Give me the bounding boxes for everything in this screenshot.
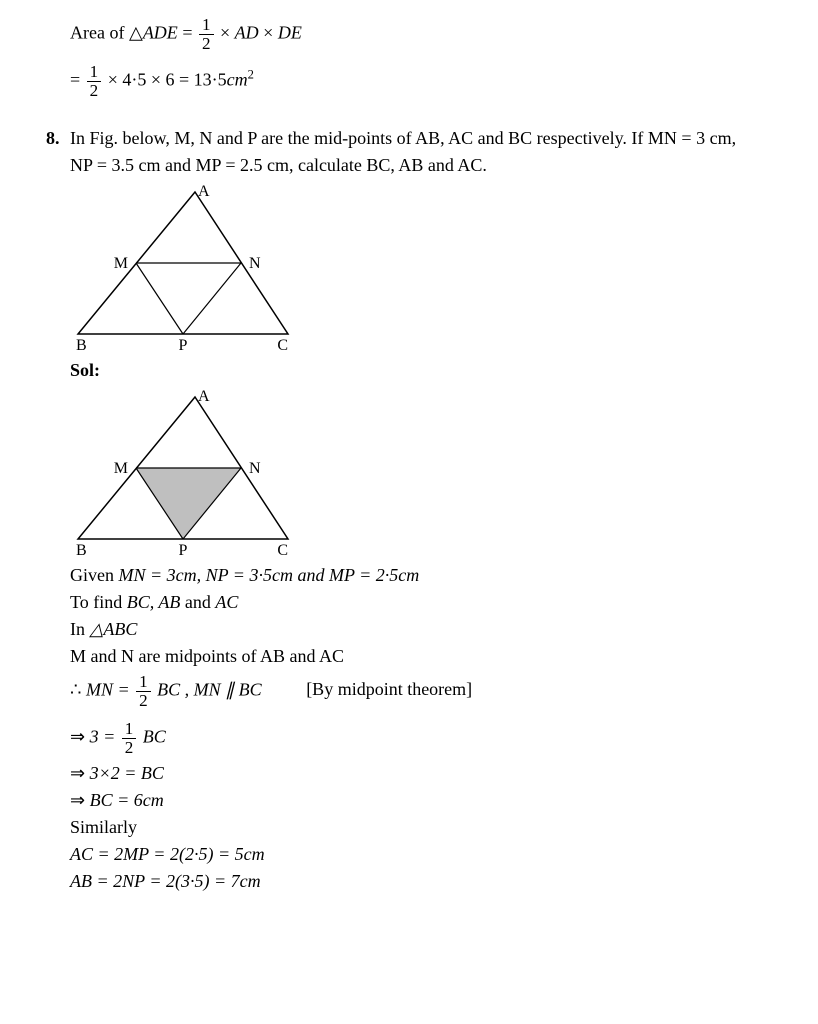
- svg-text:C: C: [277, 337, 288, 354]
- text: Area of: [70, 23, 129, 43]
- ade: ADE: [143, 23, 178, 43]
- svg-text:M: M: [114, 255, 128, 272]
- result: 13·5: [194, 69, 227, 89]
- svg-text:N: N: [249, 255, 261, 272]
- num: 1: [199, 16, 214, 35]
- question-text-line2: NP = 3.5 cm and MP = 2.5 cm, calculate B…: [70, 155, 798, 176]
- midpoint-theorem-note: [By midpoint theorem]: [306, 679, 472, 700]
- bc-6: BC = 6cm: [90, 790, 164, 810]
- in-triangle-line: In △ABC: [70, 619, 798, 640]
- question-number: 8.: [46, 128, 60, 149]
- ac-line: AC = 2MP = 2(2·5) = 5cm: [70, 844, 798, 865]
- sq: 2: [248, 67, 254, 81]
- and: and: [185, 592, 216, 612]
- implies-symbol: ⇒: [70, 763, 85, 783]
- imp-line-2: ⇒ 3×2 = BC: [70, 763, 798, 784]
- svg-text:P: P: [179, 542, 188, 559]
- solution-label: Sol:: [70, 360, 798, 381]
- three-eq: 3 =: [90, 726, 120, 746]
- tofind-math: BC, AB: [127, 592, 181, 612]
- similarly-line: Similarly: [70, 817, 798, 838]
- num: 1: [122, 720, 137, 739]
- triangle-symbol: △: [129, 23, 143, 43]
- ab-line: AB = 2NP = 2(3·5) = 7cm: [70, 871, 798, 892]
- triangle-diagram: A B C M N P: [70, 184, 310, 354]
- ac: AC: [215, 592, 238, 612]
- implies-symbol: ⇒: [70, 726, 85, 746]
- fraction-half: 1 2: [122, 720, 137, 757]
- num: 1: [136, 673, 151, 692]
- eq: =: [179, 69, 194, 89]
- eq: =: [182, 23, 197, 43]
- intro-line1: Area of △ADE = 1 2 × AD × DE: [70, 16, 798, 53]
- den: 2: [122, 739, 137, 757]
- times: ×: [108, 69, 118, 89]
- imp-line-1: ⇒ 3 = 1 2 BC: [70, 720, 798, 757]
- svg-text:A: A: [198, 389, 210, 405]
- imp-line-3: ⇒ BC = 6cm: [70, 790, 798, 811]
- times: ×: [220, 23, 230, 43]
- given-math: MN = 3cm, NP = 3·5cm and MP = 2·5cm: [119, 565, 420, 585]
- fraction-half: 1 2: [199, 16, 214, 53]
- in-prefix: In: [70, 619, 90, 639]
- implies-symbol: ⇒: [70, 790, 85, 810]
- val: 6: [166, 69, 175, 89]
- given-line: Given MN = 3cm, NP = 3·5cm and MP = 2·5c…: [70, 565, 798, 586]
- ad: AD: [235, 23, 259, 43]
- mn-par: , MN ∥ BC: [185, 679, 262, 699]
- den: 2: [136, 692, 151, 710]
- tofind-line: To find BC, AB and AC: [70, 592, 798, 613]
- mn-eq: MN =: [86, 679, 134, 699]
- figure-2: A B C M N P: [70, 389, 798, 559]
- svg-text:B: B: [76, 337, 87, 354]
- figure-1: A B C M N P: [70, 184, 798, 354]
- fraction-half: 1 2: [136, 673, 151, 710]
- svg-text:B: B: [76, 542, 87, 559]
- therefore-symbol: ∴: [70, 679, 81, 699]
- times: ×: [151, 69, 161, 89]
- given-prefix: Given: [70, 565, 119, 585]
- tofind-prefix: To find: [70, 592, 127, 612]
- den: 2: [87, 82, 102, 100]
- question-text-line1: In Fig. below, M, N and P are the mid-po…: [70, 128, 798, 149]
- val: 4·5: [122, 69, 146, 89]
- unit: cm: [227, 69, 248, 89]
- den: 2: [199, 35, 214, 53]
- svg-text:A: A: [198, 184, 210, 200]
- svg-text:M: M: [114, 460, 128, 477]
- therefore-line: ∴ MN = 1 2 BC , MN ∥ BC [By midpoint the…: [70, 673, 798, 710]
- three-t2: 3×2 = BC: [90, 763, 164, 783]
- bc: BC: [143, 726, 166, 746]
- svg-text:N: N: [249, 460, 261, 477]
- de: DE: [278, 23, 302, 43]
- in-tri: △ABC: [90, 619, 138, 639]
- num: 1: [87, 63, 102, 82]
- triangle-diagram: A B C M N P: [70, 389, 310, 559]
- times: ×: [263, 23, 273, 43]
- eq: =: [70, 69, 85, 89]
- fraction-half: 1 2: [87, 63, 102, 100]
- intro-line2: = 1 2 × 4·5 × 6 = 13·5cm2: [70, 63, 798, 100]
- bc: BC: [157, 679, 180, 699]
- svg-text:P: P: [179, 337, 188, 354]
- midpoints-line: M and N are midpoints of AB and AC: [70, 646, 798, 667]
- svg-text:C: C: [277, 542, 288, 559]
